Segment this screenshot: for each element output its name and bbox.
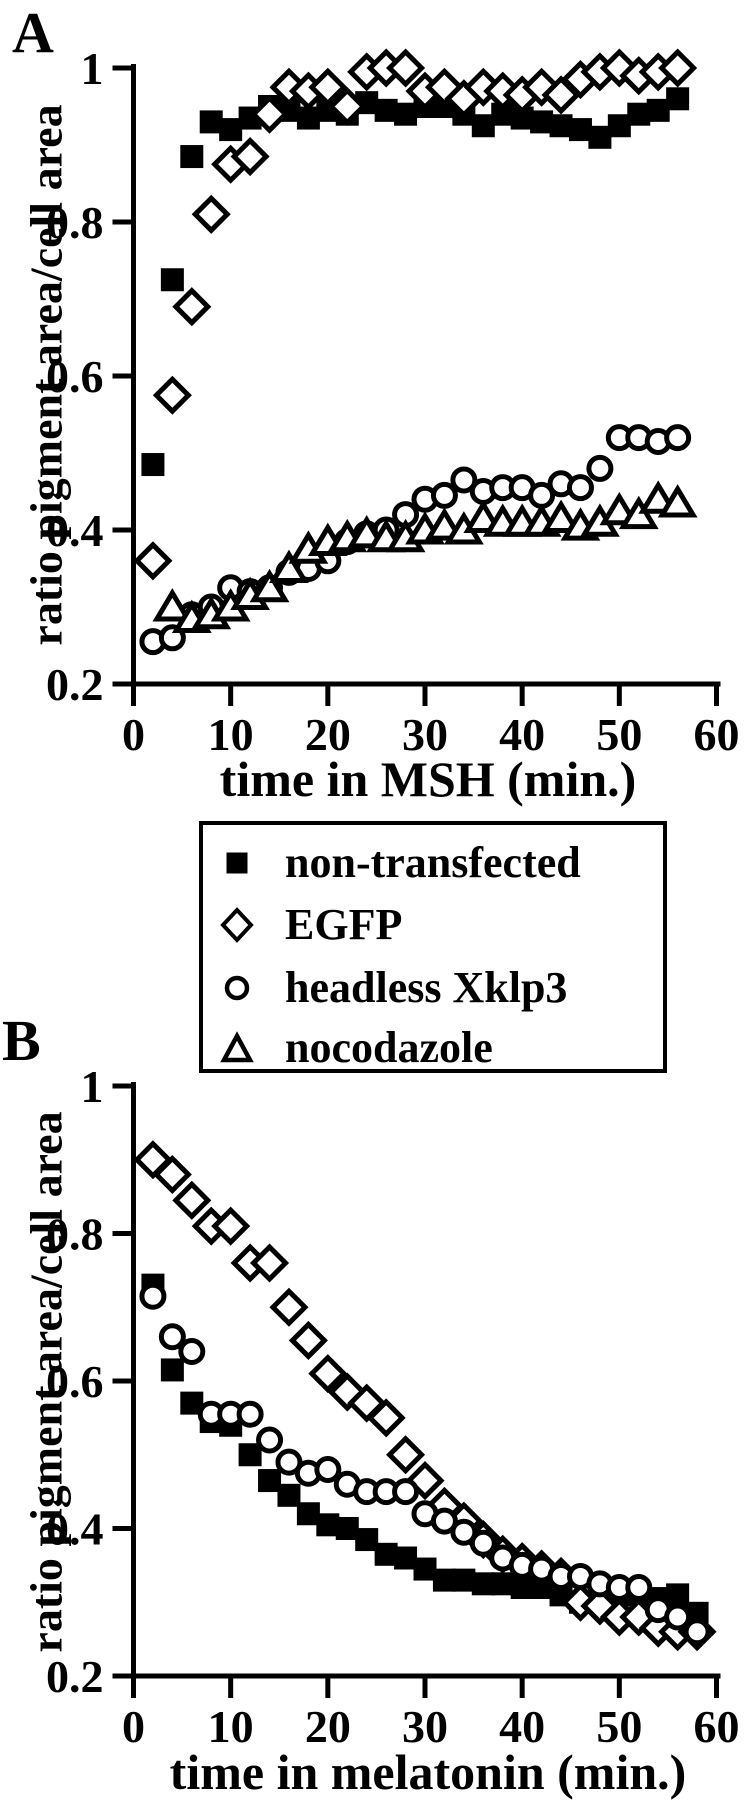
panel-b-series-non-transfected: [141, 1273, 709, 1625]
svg-text:0.8: 0.8: [46, 1209, 104, 1260]
legend-item-label: EGFP: [285, 900, 403, 949]
panel-a: 1 0.8 0.6 0.4 0.2 0 10 20 30 40 50 60: [46, 43, 740, 760]
svg-text:40: 40: [499, 709, 545, 760]
panel-b-axes: 1 0.8 0.6 0.4 0.2 0 10 20 30 40 50 60: [46, 1061, 740, 1752]
panel-a-series-non-transfected: [141, 87, 690, 477]
svg-text:30: 30: [402, 1701, 448, 1752]
svg-text:0: 0: [122, 1701, 145, 1752]
legend-item-nocodazole: nocodazole: [219, 1024, 493, 1072]
legend-item-label: nocodazole: [285, 1023, 493, 1072]
open-triangle-icon: [220, 1031, 254, 1063]
legend-item-egfp: EGFP: [219, 901, 402, 949]
panel-b-series-headless-Xklp3: [139, 1282, 711, 1646]
panel-b: 1 0.8 0.6 0.4 0.2 0 10 20 30 40 50 60: [46, 1061, 740, 1752]
svg-text:1: 1: [81, 1061, 104, 1112]
svg-text:10: 10: [208, 709, 254, 760]
svg-text:0.2: 0.2: [46, 659, 104, 710]
panel-b-x-axis-title: time in melatonin (min.): [169, 1744, 687, 1800]
svg-text:0.6: 0.6: [46, 351, 104, 402]
legend-item-label: headless Xklp3: [285, 963, 568, 1012]
legend-item-headless-xklp3: headless Xklp3: [219, 964, 567, 1012]
panel-a-x-axis-title: time in MSH (min.): [219, 751, 637, 807]
svg-text:0.4: 0.4: [46, 505, 104, 556]
svg-text:1: 1: [81, 43, 104, 94]
filled-square-icon: [226, 852, 248, 874]
svg-text:60: 60: [694, 709, 740, 760]
svg-text:0.2: 0.2: [46, 1651, 104, 1702]
panel-b-y-axis-title: ratio pigment area/cell area: [20, 1111, 72, 1653]
open-circle-icon: [224, 975, 250, 1001]
svg-text:50: 50: [596, 1701, 642, 1752]
open-diamond-icon: [220, 907, 254, 943]
svg-text:30: 30: [402, 709, 448, 760]
svg-text:60: 60: [694, 1701, 740, 1752]
svg-text:40: 40: [499, 1701, 545, 1752]
panel-a-axes: 1 0.8 0.6 0.4 0.2 0 10 20 30 40 50 60: [46, 43, 740, 760]
svg-text:10: 10: [208, 1701, 254, 1752]
legend-item-non-transfected: non-transfected: [219, 839, 581, 887]
svg-text:50: 50: [596, 709, 642, 760]
panel-b-label: B: [2, 1008, 41, 1073]
svg-text:0.8: 0.8: [46, 197, 104, 248]
panel-a-label: A: [12, 0, 54, 65]
svg-text:0.4: 0.4: [46, 1504, 104, 1555]
panel-a-y-axis-title: ratio pigment area/cell area: [20, 104, 72, 646]
legend-item-label: non-transfected: [285, 838, 581, 887]
svg-text:0: 0: [122, 709, 145, 760]
svg-text:20: 20: [305, 1701, 351, 1752]
panel-a-series-nocodazole: [152, 480, 698, 634]
svg-text:20: 20: [305, 709, 351, 760]
svg-text:0.6: 0.6: [46, 1356, 104, 1407]
legend-box: non-transfected EGFP headless Xklp3 noco…: [199, 821, 667, 1073]
panel-a-series-EGFP: [133, 48, 698, 581]
